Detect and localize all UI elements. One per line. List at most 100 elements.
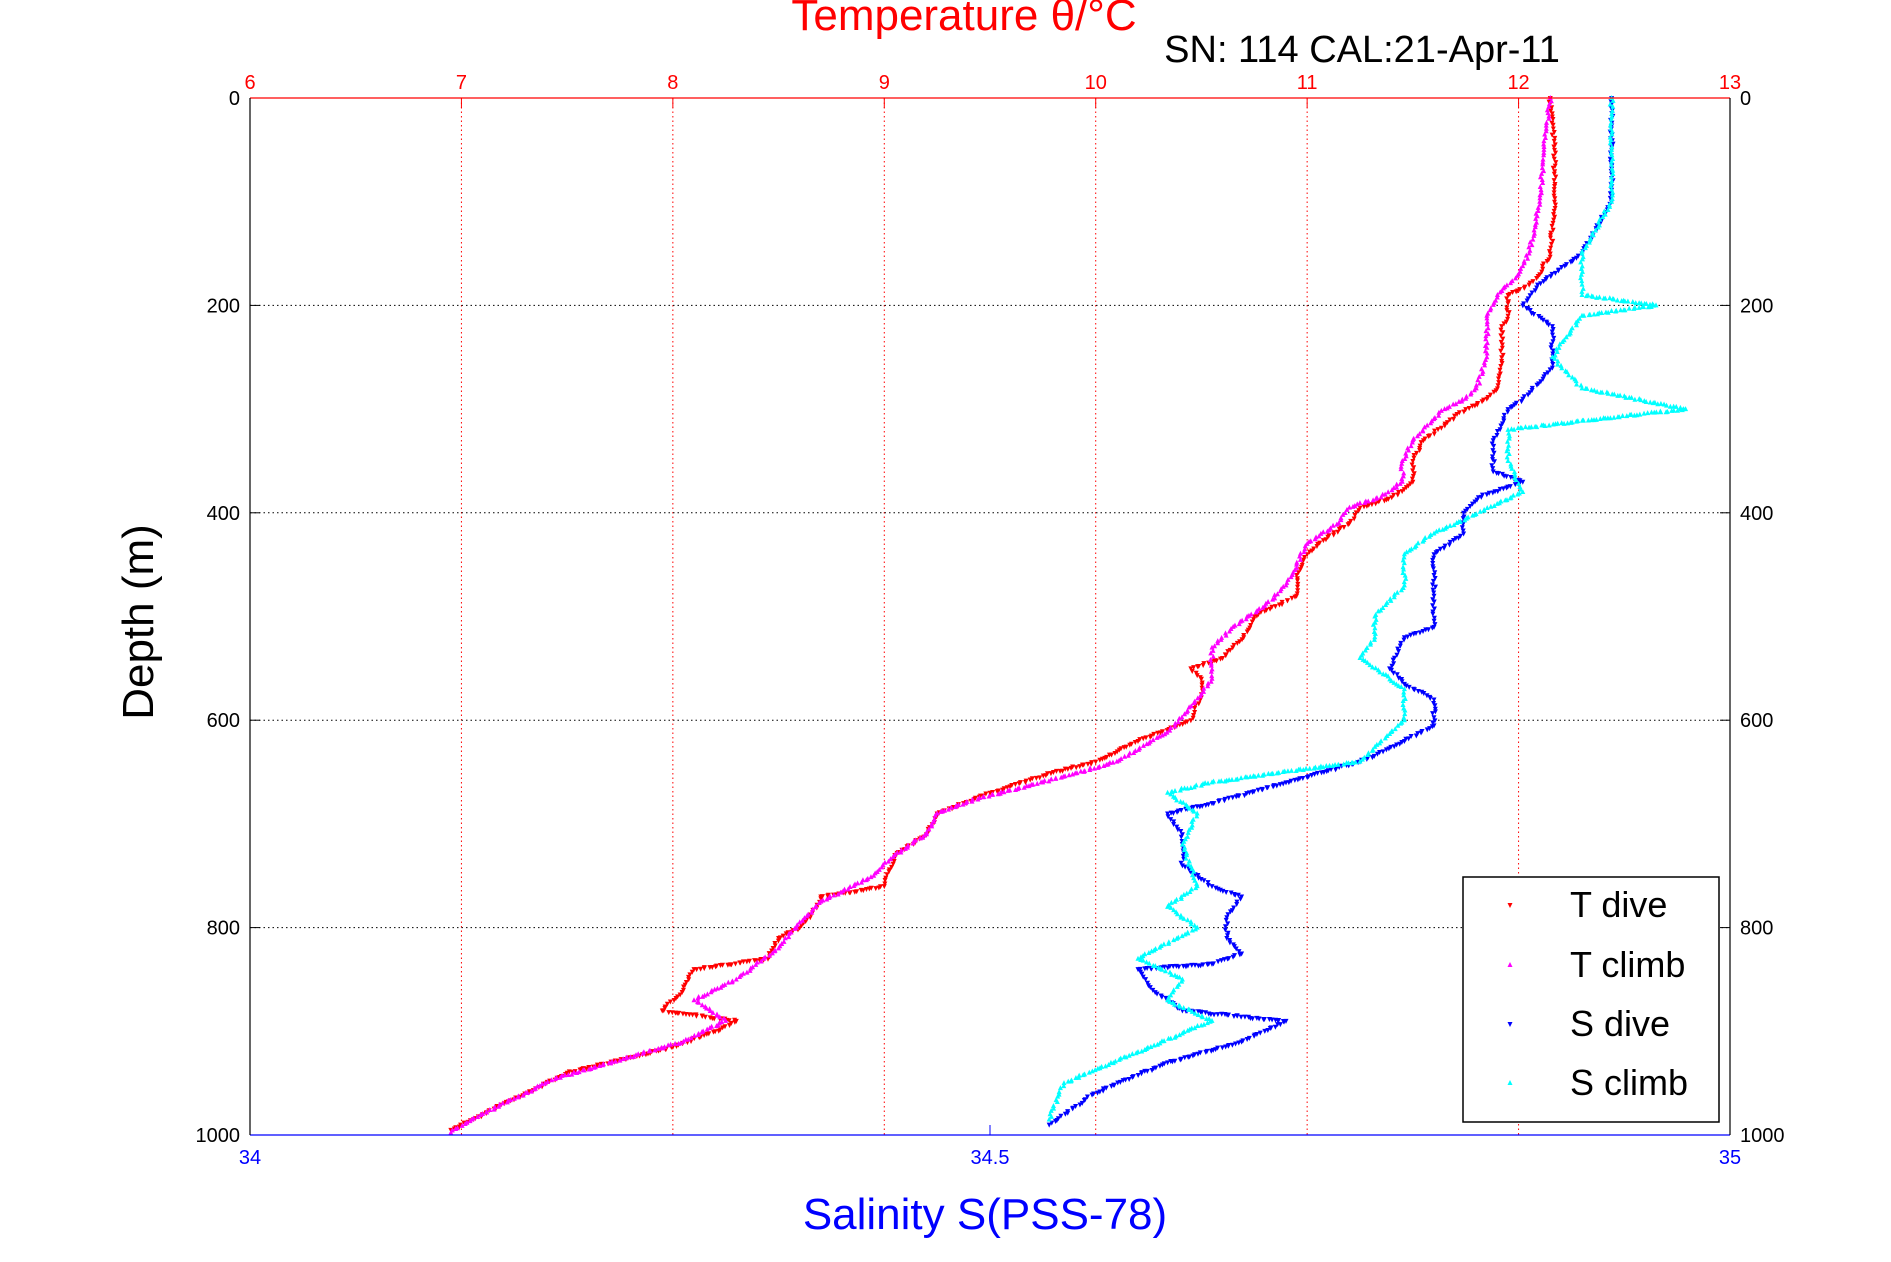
t-dive-marker xyxy=(1351,516,1357,522)
t-dive-marker xyxy=(1552,202,1558,208)
s-dive-marker xyxy=(1333,767,1339,773)
s-climb-marker xyxy=(1362,647,1368,653)
t-climb-marker xyxy=(1541,143,1547,149)
t-climb-marker xyxy=(902,845,908,851)
s-climb-marker xyxy=(1631,305,1637,311)
t-climb-marker xyxy=(1038,779,1044,785)
s-dive-marker xyxy=(1432,570,1438,576)
s-dive-marker xyxy=(1508,474,1514,480)
s-dive-marker xyxy=(1277,782,1283,788)
t-climb-marker xyxy=(1428,420,1434,426)
temperature-tick-label: 10 xyxy=(1085,72,1107,94)
t-climb-marker xyxy=(975,796,981,802)
s-dive-marker xyxy=(1391,661,1397,667)
s-dive-marker xyxy=(1524,298,1530,304)
t-climb-marker xyxy=(1243,616,1249,622)
t-dive-marker xyxy=(1504,305,1510,311)
t-dive-marker xyxy=(1414,450,1420,456)
t-climb-marker xyxy=(1070,771,1076,777)
s-dive-marker xyxy=(1412,687,1418,693)
s-climb-marker xyxy=(1168,904,1174,910)
s-climb-marker xyxy=(1582,245,1588,251)
t-dive-marker xyxy=(1225,649,1231,655)
s-climb-marker xyxy=(1238,775,1244,781)
t-dive-marker xyxy=(1088,761,1094,767)
t-dive-marker xyxy=(1431,431,1437,437)
t-climb-marker xyxy=(952,804,958,810)
t-dive-marker xyxy=(1147,734,1153,740)
s-climb-marker xyxy=(1502,497,1508,503)
t-climb-marker xyxy=(1021,784,1027,790)
s-climb-marker xyxy=(1513,477,1519,483)
t-climb-marker xyxy=(1087,766,1093,772)
s-dive-marker xyxy=(1431,697,1437,703)
s-dive-marker xyxy=(1142,1068,1148,1074)
t-climb-marker xyxy=(782,935,788,941)
t-climb-marker xyxy=(1537,201,1543,207)
s-climb-marker xyxy=(1371,636,1377,642)
t-dive-marker xyxy=(1097,757,1103,763)
s-climb-marker xyxy=(1172,898,1178,904)
s-climb-marker xyxy=(1579,288,1585,294)
t-climb-marker xyxy=(591,1064,597,1070)
t-climb-marker xyxy=(597,1062,603,1068)
t-dive-marker xyxy=(776,935,782,941)
s-climb-marker xyxy=(1382,735,1388,741)
t-dive-marker xyxy=(1550,227,1556,233)
s-climb-marker xyxy=(1185,829,1191,835)
s-dive-marker xyxy=(1138,1071,1144,1077)
s-climb-marker xyxy=(1335,761,1341,767)
s-dive-marker xyxy=(1095,1090,1101,1096)
t-climb-marker xyxy=(1209,673,1215,679)
s-dive-marker xyxy=(1534,382,1540,388)
t-dive-marker xyxy=(717,963,723,969)
s-climb-marker xyxy=(1181,1004,1187,1010)
legend-box xyxy=(1462,876,1720,1123)
s-climb-marker xyxy=(1398,720,1404,726)
depth-tick-label-left: 600 xyxy=(207,710,240,732)
t-dive-marker xyxy=(1155,730,1161,736)
t-dive-marker xyxy=(846,890,852,896)
s-climb-marker xyxy=(1579,281,1585,287)
s-dive-marker xyxy=(1197,1050,1203,1056)
s-climb-marker xyxy=(1402,572,1408,578)
t-dive-marker xyxy=(1454,412,1460,418)
t-climb-marker xyxy=(520,1092,526,1098)
t-climb-marker xyxy=(963,800,969,806)
s-dive-marker xyxy=(1403,683,1409,689)
s-climb-marker xyxy=(1359,756,1365,762)
s-climb-marker xyxy=(1609,192,1615,198)
s-climb-marker xyxy=(1594,311,1600,317)
s-climb-marker xyxy=(1594,388,1600,394)
s-climb-marker xyxy=(1401,579,1407,585)
t-climb-marker xyxy=(1208,662,1214,668)
t-dive-marker xyxy=(1551,212,1557,218)
s-dive-marker xyxy=(1171,822,1177,828)
s-climb-marker xyxy=(1504,448,1510,454)
s-dive-marker xyxy=(1431,599,1437,605)
t-dive-marker xyxy=(858,887,864,893)
t-climb-marker xyxy=(969,796,975,802)
t-dive-marker xyxy=(889,864,895,870)
s-climb-marker xyxy=(1595,224,1601,230)
t-dive-marker xyxy=(1284,598,1290,604)
s-climb-marker xyxy=(1404,549,1410,555)
t-dive-marker xyxy=(1517,287,1523,293)
t-climb-marker xyxy=(1091,765,1097,771)
t-dive-marker xyxy=(1196,701,1202,707)
s-climb-marker xyxy=(1420,538,1426,544)
t-climb-marker xyxy=(1450,401,1456,407)
s-climb-marker xyxy=(1415,540,1421,546)
legend-marker-s-climb xyxy=(1507,1080,1513,1085)
s-climb-marker xyxy=(1171,937,1177,943)
t-climb-marker xyxy=(600,1062,606,1068)
t-dive-marker xyxy=(1550,238,1556,244)
s-climb-marker xyxy=(1372,743,1378,749)
s-climb-marker xyxy=(1191,784,1197,790)
s-climb-marker xyxy=(1609,113,1615,119)
t-climb-marker xyxy=(549,1077,555,1083)
s-dive-marker xyxy=(1224,915,1230,921)
t-climb-marker xyxy=(871,872,877,878)
t-dive-marker xyxy=(1540,266,1546,272)
s-dive-marker xyxy=(1255,787,1261,793)
